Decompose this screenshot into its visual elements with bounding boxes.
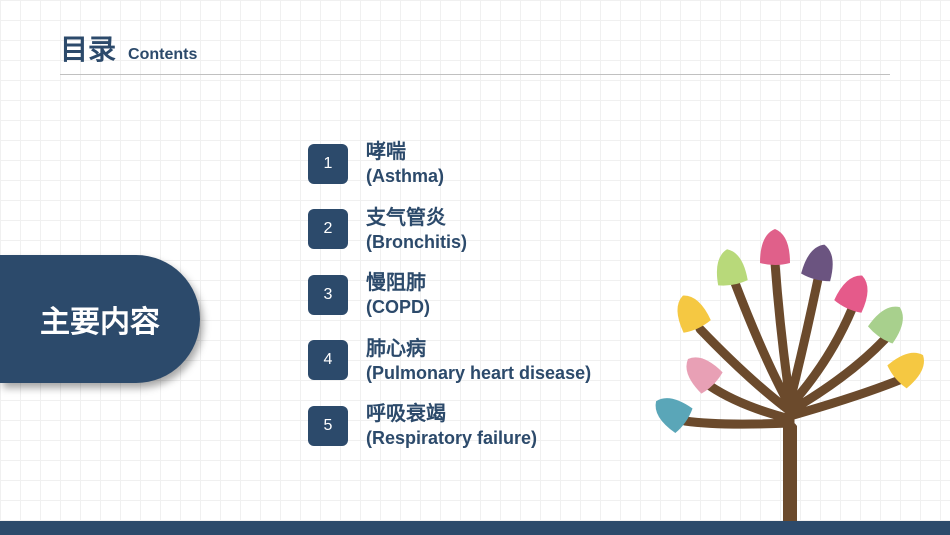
toc-item-text: 肺心病(Pulmonary heart disease) [366,337,591,385]
toc-item-cn: 哮喘 [366,140,444,165]
toc-item-2: 2 支气管炎(Bronchitis) [308,206,591,254]
toc-item-5: 5 呼吸衰竭(Respiratory failure) [308,402,591,450]
toc-number-box: 4 [308,340,348,380]
toc-item-3: 3 慢阻肺(COPD) [308,271,591,319]
main-content-tab: 主要内容 [0,255,200,383]
toc-number-box: 1 [308,144,348,184]
toc-number-box: 3 [308,275,348,315]
title-en: Contents [128,46,197,64]
footer-bar [0,521,950,535]
toc-item-en: (Pulmonary heart disease) [366,362,591,385]
title-cn: 目录 [60,28,116,68]
toc-item-cn: 呼吸衰竭 [366,402,537,427]
toc-item-cn: 支气管炎 [366,206,467,231]
toc-number-box: 5 [308,406,348,446]
toc-item-cn: 慢阻肺 [366,271,430,296]
toc-item-en: (Respiratory failure) [366,427,537,450]
header-title: 目录 Contents [60,28,890,75]
toc-item-4: 4 肺心病(Pulmonary heart disease) [308,337,591,385]
toc-item-text: 呼吸衰竭(Respiratory failure) [366,402,537,450]
main-content-label: 主要内容 [40,297,160,341]
toc-item-1: 1 哮喘(Asthma) [308,140,591,188]
toc-number-box: 2 [308,209,348,249]
toc-item-en: (Bronchitis) [366,231,467,254]
toc-item-cn: 肺心病 [366,337,591,362]
toc-item-text: 慢阻肺(COPD) [366,271,430,319]
toc-item-text: 哮喘(Asthma) [366,140,444,188]
table-of-contents: 1 哮喘(Asthma) 2 支气管炎(Bronchitis) 3 慢阻肺(COPD) 4肺… [308,140,591,450]
toc-item-text: 支气管炎(Bronchitis) [366,206,467,254]
tree-illustration [640,211,940,521]
toc-item-en: (Asthma) [366,165,444,188]
toc-item-en: (COPD) [366,296,430,319]
header: 目录 Contents [60,28,890,75]
